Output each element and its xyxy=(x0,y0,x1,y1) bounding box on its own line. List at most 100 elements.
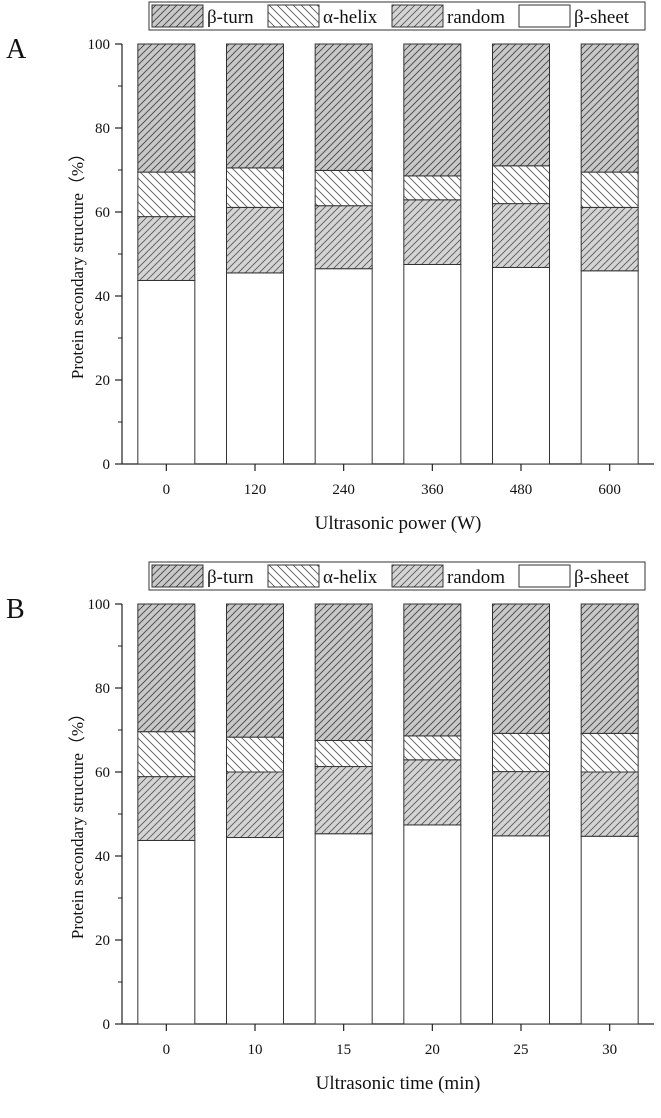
bar-segment-alpha-helix xyxy=(226,167,284,208)
bar-segment-beta-turn xyxy=(314,603,373,741)
y-tick-label: 20 xyxy=(95,933,110,949)
y-tick-label: 20 xyxy=(95,373,110,389)
x-tick-label: 25 xyxy=(514,1042,529,1058)
bar-segment-random xyxy=(137,216,196,281)
bar-segment-beta-sheet xyxy=(580,270,639,465)
legend-swatch-alpha-helix xyxy=(267,564,320,588)
x-tick-label: 0 xyxy=(163,482,171,498)
y-tick-label: 0 xyxy=(103,1017,111,1033)
y-tick-label: 100 xyxy=(88,37,111,53)
x-tick-label: 120 xyxy=(244,482,267,498)
bar-segment-beta-sheet xyxy=(314,268,373,465)
y-tick-label: 60 xyxy=(95,765,110,781)
y-tick-label: 80 xyxy=(95,121,110,137)
bar-segment-alpha-helix xyxy=(492,165,550,205)
bar-segment-beta-turn xyxy=(492,43,550,167)
bar-segment-alpha-helix xyxy=(403,735,462,761)
legend: β-turn α-helix random β-sheet xyxy=(148,1,646,31)
legend-swatch-beta-sheet xyxy=(518,564,571,588)
bar-segment-beta-turn xyxy=(580,603,639,734)
legend-label-random: random xyxy=(447,567,505,588)
x-tick-label: 20 xyxy=(425,1042,440,1058)
legend-swatch-beta-turn xyxy=(151,4,204,28)
bar-segment-random xyxy=(314,766,373,835)
y-tick-label: 100 xyxy=(88,597,111,613)
bar-segment-alpha-helix xyxy=(314,740,373,768)
bar-segment-beta-turn xyxy=(314,43,373,171)
bar-segment-beta-turn xyxy=(137,603,196,733)
x-tick-label: 360 xyxy=(421,482,444,498)
bar-segment-random xyxy=(226,771,284,839)
legend-label-alpha-helix: α-helix xyxy=(323,7,378,28)
y-axis-title: Protein secondary structure（%） xyxy=(68,705,87,939)
bar-segment-beta-turn xyxy=(580,43,639,173)
bar-segment-alpha-helix xyxy=(580,732,639,773)
chart-a-svg: Aβ-turn α-helix random β-sheet 0 20 40 60 80 100 0… xyxy=(6,1,654,534)
x-tick-label: 240 xyxy=(332,482,355,498)
y-axis-title: Protein secondary structure（%） xyxy=(68,145,87,379)
legend-swatch-random xyxy=(391,564,444,588)
y-tick-label: 40 xyxy=(95,849,110,865)
panel-label: B xyxy=(6,594,25,625)
legend-label-alpha-helix: α-helix xyxy=(323,567,378,588)
bar-segment-beta-turn xyxy=(492,603,550,734)
x-axis-title: Ultrasonic time (min) xyxy=(316,1073,481,1094)
x-tick-label: 600 xyxy=(598,482,621,498)
x-tick-label: 0 xyxy=(163,1042,171,1058)
x-tick-label: 10 xyxy=(248,1042,263,1058)
bar-segment-beta-sheet xyxy=(226,837,284,1025)
x-axis-title: Ultrasonic power (W) xyxy=(315,513,482,534)
bar-segment-alpha-helix xyxy=(314,169,373,207)
bar-segment-alpha-helix xyxy=(226,736,284,773)
bar-segment-random xyxy=(314,205,373,270)
bar-segment-random xyxy=(226,206,284,274)
y-tick-label: 0 xyxy=(103,457,111,473)
legend-label-beta-sheet: β-sheet xyxy=(574,567,630,588)
bar-segment-beta-sheet xyxy=(226,272,284,465)
bar-segment-alpha-helix xyxy=(137,731,196,778)
bar-segment-random xyxy=(403,199,462,266)
legend-label-random: random xyxy=(447,7,505,28)
bar-segment-beta-sheet xyxy=(137,279,196,465)
x-tick-label: 30 xyxy=(602,1042,617,1058)
y-tick-label: 80 xyxy=(95,681,110,697)
legend-swatch-beta-sheet xyxy=(518,4,571,28)
bar-segment-beta-sheet xyxy=(492,266,550,465)
bar-segment-beta-sheet xyxy=(403,264,462,465)
legend-swatch-beta-turn xyxy=(151,564,204,588)
x-tick-label: 15 xyxy=(336,1042,351,1058)
bar-segment-beta-turn xyxy=(137,43,196,173)
x-tick-label: 480 xyxy=(510,482,533,498)
bar-segment-beta-sheet xyxy=(137,839,196,1025)
y-tick-label: 60 xyxy=(95,205,110,221)
bar-segment-beta-sheet xyxy=(492,835,550,1025)
legend: β-turn α-helix random β-sheet xyxy=(148,561,646,591)
bar-segment-beta-turn xyxy=(226,43,284,169)
panel-label: A xyxy=(6,34,27,65)
bar-segment-beta-turn xyxy=(403,43,462,177)
bar-segment-random xyxy=(137,776,196,841)
bar-segment-alpha-helix xyxy=(580,171,639,208)
legend-label-beta-sheet: β-sheet xyxy=(574,7,630,28)
legend-swatch-alpha-helix xyxy=(267,4,320,28)
bar-segment-beta-sheet xyxy=(403,824,462,1025)
bar-segment-beta-sheet xyxy=(314,833,373,1025)
bar-segment-random xyxy=(580,206,639,272)
bar-segment-alpha-helix xyxy=(492,732,550,773)
legend-label-beta-turn: β-turn xyxy=(207,7,254,28)
bar-segment-random xyxy=(403,759,462,826)
bar-segment-random xyxy=(492,203,550,268)
bar-segment-random xyxy=(580,771,639,837)
bar-segment-beta-sheet xyxy=(580,835,639,1025)
bar-segment-alpha-helix xyxy=(403,175,462,201)
bar-segment-beta-turn xyxy=(226,603,284,738)
y-tick-label: 40 xyxy=(95,289,110,305)
legend-label-beta-turn: β-turn xyxy=(207,567,254,588)
chart-b-svg: Bβ-turn α-helix random β-sheet 0 20 40 60 80 100 0… xyxy=(6,561,654,1094)
legend-swatch-random xyxy=(391,4,444,28)
bar-segment-alpha-helix xyxy=(137,171,196,218)
bar-segment-beta-turn xyxy=(403,603,462,737)
bar-segment-random xyxy=(492,771,550,837)
